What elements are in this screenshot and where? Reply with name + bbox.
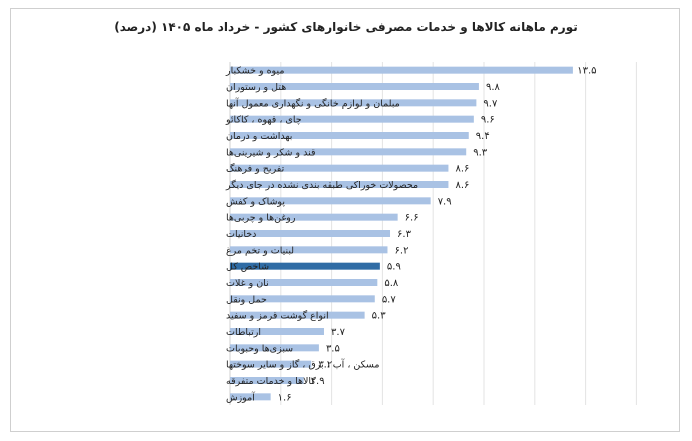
data-label: ۵.۹ xyxy=(387,262,401,273)
data-label: ۱۳.۵ xyxy=(577,66,596,77)
bar xyxy=(230,132,469,139)
data-label: ۷.۹ xyxy=(438,196,452,207)
data-label: ۳.۲ xyxy=(318,360,332,371)
category-label: دخانیات xyxy=(226,229,256,240)
data-label: ۶.۲ xyxy=(395,245,409,256)
category-label: تفریح و فرهنگ xyxy=(226,163,285,175)
category-label: روغن‌ها و چربی‌ها xyxy=(226,213,296,224)
data-label: ۸.۶ xyxy=(455,164,469,175)
category-label: آموزش xyxy=(226,390,255,403)
data-label: ۵.۳ xyxy=(372,311,387,322)
chart-title: تورم ماهانه کالاها و خدمات مصرفی خانواره… xyxy=(114,20,578,34)
data-label: ۹.۷ xyxy=(483,98,498,109)
bar xyxy=(230,213,398,221)
category-label: حمل ونقل xyxy=(226,294,267,305)
category-label: بهداشت و درمان xyxy=(226,131,292,142)
bar xyxy=(230,295,375,303)
category-label: انواع گوشت قرمز و سفید xyxy=(226,310,329,322)
bar xyxy=(230,181,449,188)
bar xyxy=(230,377,304,384)
category-label: سبزی‌ها وحبوبات xyxy=(226,343,293,354)
bar-highlight xyxy=(230,262,380,270)
data-label: ۹.۴ xyxy=(476,131,490,142)
data-label: ۶.۶ xyxy=(405,213,419,224)
bar xyxy=(230,66,573,74)
bar xyxy=(230,246,388,254)
category-label: محصولات خوراکی طبقه بندی نشده در جای دیگ… xyxy=(225,179,418,191)
category-label: مسکن ، آب ، برق ، گاز و سایر سوختها xyxy=(226,358,379,371)
category-label: چای ، قهوه ، کاکائو xyxy=(225,115,302,126)
category-label: مبلمان و لوازم خانگی و نگهداری معمول آنه… xyxy=(226,96,400,109)
bar xyxy=(230,311,365,319)
data-label: ۵.۷ xyxy=(382,294,397,305)
bar xyxy=(230,115,474,123)
bar xyxy=(230,279,378,286)
data-label: ۸.۶ xyxy=(455,180,469,191)
category-label: کالاها و خدمات متفرقه xyxy=(226,376,316,387)
data-label: ۳.۵ xyxy=(326,343,340,354)
bar xyxy=(230,148,467,156)
bar xyxy=(230,344,319,352)
data-label: ۱.۶ xyxy=(278,392,292,403)
category-label: هتل و رستوران xyxy=(226,82,286,93)
category-label: قند و شکر و شیرینی‌ها xyxy=(226,147,316,158)
category-label: میوه و خشکبار xyxy=(225,66,284,77)
bar xyxy=(230,328,324,335)
bar xyxy=(230,164,449,172)
bar xyxy=(230,360,312,368)
category-label: لبنیات و تخم مرغ xyxy=(226,245,294,256)
bar xyxy=(230,99,477,107)
data-label: ۵.۸ xyxy=(384,278,399,289)
data-label: ۹.۳ xyxy=(473,147,488,158)
bar xyxy=(230,197,431,205)
bar xyxy=(230,230,391,237)
data-label: ۶.۳ xyxy=(397,229,412,240)
data-label: ۲.۹ xyxy=(311,376,325,387)
data-label: ۹.۶ xyxy=(481,115,495,126)
data-label: ۹.۸ xyxy=(486,82,501,93)
category-label: پوشاک و کفش xyxy=(226,196,285,207)
category-label: نان و غلات xyxy=(226,278,269,289)
data-label: ۳.۷ xyxy=(331,327,346,338)
category-label: شاخص کل xyxy=(226,262,269,273)
category-label: ارتباطات xyxy=(226,327,261,338)
bar xyxy=(230,393,271,401)
bar xyxy=(230,83,479,90)
